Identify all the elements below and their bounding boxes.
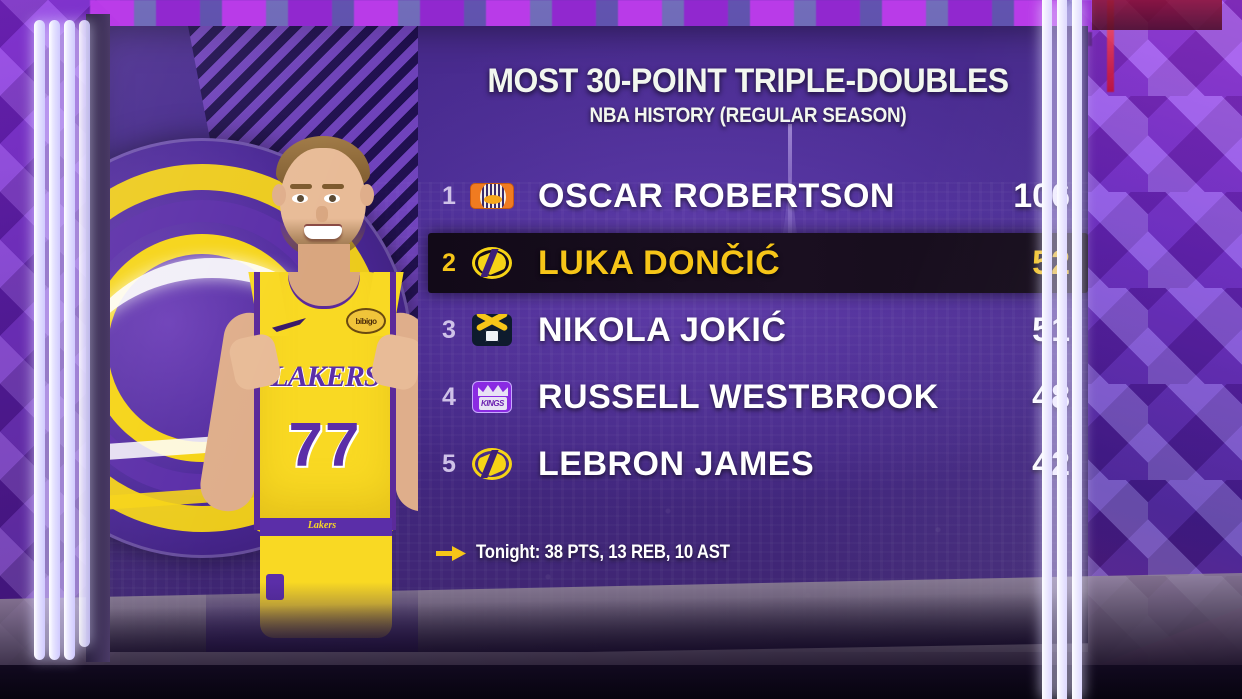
light-bars-right — [1040, 0, 1092, 699]
player-cutout-zone: bibigo LAKERS 77 Lakers — [88, 26, 418, 652]
sponsor-patch-icon: bibigo — [346, 308, 386, 334]
player-photo-luka-doncic: bibigo LAKERS 77 Lakers — [196, 122, 418, 652]
rank-number: 3 — [442, 315, 456, 344]
player-brow-right — [322, 184, 344, 189]
right-arrow-icon — [436, 544, 466, 562]
los-angeles-lakers-logo-icon — [468, 244, 516, 282]
player-eye-left — [292, 194, 308, 203]
jersey-trim-right — [390, 272, 396, 530]
shorts-wordmark: Lakers — [307, 520, 337, 531]
sacramento-kings-logo-icon: KINGS — [468, 378, 516, 416]
rank-number: 2 — [442, 248, 456, 277]
denver-nuggets-logo-icon — [468, 311, 516, 349]
red-light-panel — [1092, 0, 1222, 30]
player-ear-right — [360, 184, 374, 206]
shorts-waistband — [260, 518, 392, 536]
light-bar — [1042, 0, 1052, 699]
player-nose — [316, 206, 328, 222]
headline-secondary: NBA HISTORY (REGULAR SEASON) — [589, 104, 907, 127]
jersey-trim-left — [254, 272, 260, 530]
light-bar — [49, 20, 60, 660]
graphic-headline: MOST 30-POINT TRIPLE-DOUBLES NBA HISTORY… — [428, 62, 1068, 128]
rank-number: 4 — [442, 382, 456, 411]
footnote-text: Tonight: 38 PTS, 13 REB, 10 AST — [476, 542, 730, 563]
light-bar — [64, 20, 75, 660]
player-name: NIKOLA JOKIĆ — [538, 310, 787, 349]
table-row: 5 LEBRON JAMES 42 — [428, 434, 1088, 494]
table-row: 1 OSCAR ROBERTSON 106 — [428, 166, 1088, 226]
red-light-strip — [1107, 0, 1114, 92]
player-eye-right — [324, 194, 340, 203]
player-mouth — [304, 226, 342, 239]
light-bar — [1057, 0, 1067, 699]
table-row-highlighted: 2 LUKA DONČIĆ 52 — [428, 233, 1088, 293]
rank-number: 5 — [442, 449, 456, 478]
player-name: RUSSELL WESTBROOK — [538, 377, 939, 416]
leaderboard-list: 1 OSCAR ROBERTSON 106 2 LUKA DONČIĆ 52 3 — [428, 166, 1088, 501]
player-ear-left — [272, 184, 286, 206]
light-bar — [34, 20, 45, 660]
floor-shadow — [0, 665, 1242, 699]
cincinnati-royals-logo-icon — [468, 177, 516, 215]
jersey-wordmark: LAKERS — [270, 360, 380, 393]
skyline-spire-icon — [788, 124, 792, 254]
broadcast-graphic-panel: bibigo LAKERS 77 Lakers MOST 30-POINT TR… — [88, 26, 1088, 652]
player-name: LEBRON JAMES — [538, 444, 815, 483]
player-brow-left — [290, 184, 312, 189]
jersey-number: 77 — [288, 411, 362, 480]
table-row: 3 NIKOLA JOKIĆ 51 — [428, 300, 1088, 360]
sponsor-patch-label: bibigo — [355, 316, 378, 326]
light-bars-left — [34, 20, 92, 660]
table-row: 4 KINGS RUSSELL WESTBROOK 48 — [428, 367, 1088, 427]
headline-primary: MOST 30-POINT TRIPLE-DOUBLES — [487, 62, 1009, 100]
player-name: OSCAR ROBERTSON — [538, 176, 895, 215]
footnote-row: Tonight: 38 PTS, 13 REB, 10 AST — [436, 542, 764, 564]
los-angeles-lakers-logo-icon — [468, 445, 516, 483]
light-bar — [79, 20, 90, 648]
light-bar — [1072, 0, 1082, 699]
player-name: LUKA DONČIĆ — [538, 243, 781, 282]
stage-column-left — [86, 14, 110, 662]
rank-number: 1 — [442, 181, 456, 210]
